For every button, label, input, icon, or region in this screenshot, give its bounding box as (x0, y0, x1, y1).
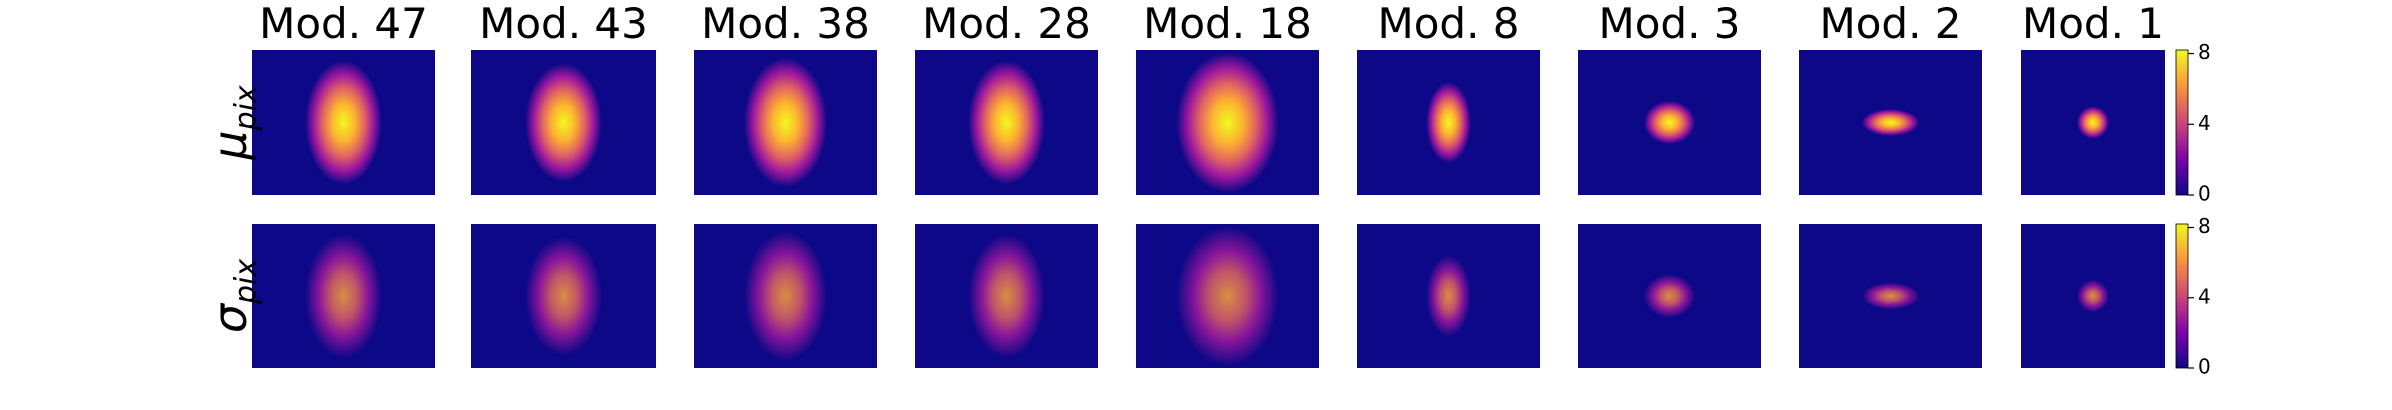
colorbar-tick-label: 4 (2198, 284, 2211, 308)
heatmap-blob (1643, 100, 1696, 145)
colorbar-tick-label: 8 (2198, 40, 2211, 64)
heatmap-blob (2077, 279, 2109, 313)
row-label: μpix (203, 85, 264, 161)
colorbar-tick-label: 8 (2198, 214, 2211, 238)
heatmap-blob (968, 60, 1045, 185)
column-title: Mod. 43 (479, 0, 648, 48)
row-subscript: pix (229, 85, 264, 131)
row-symbol: σ (203, 302, 257, 333)
row-symbol: μ (203, 130, 257, 160)
heatmap-blob (1643, 274, 1696, 318)
colorbar (2175, 49, 2189, 196)
column-title: Mod. 8 (1377, 0, 1519, 48)
column-title: Mod. 28 (922, 0, 1091, 48)
column-title: Mod. 2 (1819, 0, 1961, 48)
heatmap-blob (525, 236, 602, 356)
colorbar (2175, 223, 2189, 369)
heatmap-blob (1176, 52, 1279, 193)
heatmap-blob (1861, 282, 1920, 310)
heatmap-blob (743, 57, 828, 188)
colorbar-tick-label: 0 (2198, 355, 2211, 379)
column-title: Mod. 1 (2022, 0, 2164, 48)
column-title: Mod. 38 (701, 0, 870, 48)
heatmap-blob (1426, 255, 1471, 337)
heatmap-blob (1176, 225, 1279, 367)
colorbar-tick-label: 0 (2198, 182, 2211, 206)
heatmap-blob (968, 233, 1045, 359)
heatmap-blob (525, 63, 602, 182)
row-subscript: pix (229, 259, 264, 305)
heatmap-blob (1861, 109, 1920, 136)
column-title: Mod. 3 (1598, 0, 1740, 48)
heatmap-blob (1426, 82, 1471, 163)
heatmap-blob (305, 60, 382, 185)
colorbar-tick-label: 4 (2198, 111, 2211, 135)
column-title: Mod. 18 (1143, 0, 1312, 48)
heatmap-blob (2077, 106, 2109, 139)
column-title: Mod. 47 (259, 0, 428, 48)
heatmap-blob (743, 231, 828, 361)
row-label: σpix (203, 259, 264, 334)
heatmap-blob (305, 233, 382, 359)
